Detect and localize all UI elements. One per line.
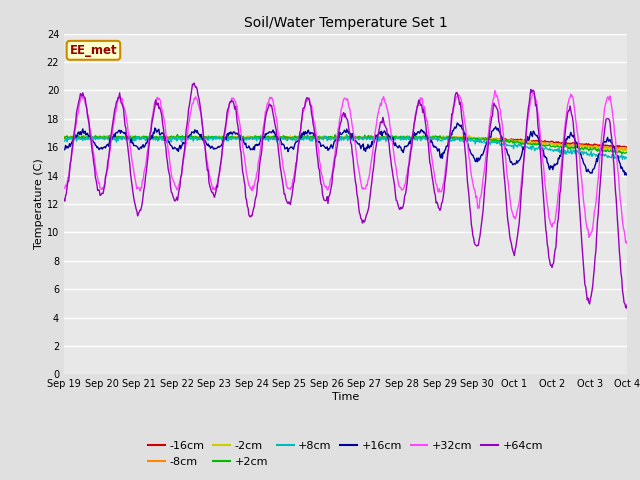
+32cm [414, 99, 422, 105]
+8cm [619, 156, 627, 162]
-8cm [70, 136, 78, 142]
-8cm [216, 135, 224, 141]
-8cm [415, 135, 422, 141]
+16cm [70, 135, 78, 141]
-2cm [431, 136, 439, 142]
-8cm [431, 136, 439, 142]
-8cm [60, 135, 68, 141]
-16cm [60, 135, 68, 141]
+64cm [70, 129, 78, 135]
+64cm [623, 305, 630, 311]
+2cm [60, 135, 68, 141]
+64cm [190, 80, 198, 86]
+8cm [129, 138, 137, 144]
+16cm [186, 132, 193, 138]
+32cm [623, 241, 631, 247]
+64cm [623, 302, 631, 308]
-16cm [224, 133, 232, 139]
+32cm [431, 172, 438, 178]
+16cm [431, 143, 438, 149]
-16cm [128, 135, 136, 141]
+16cm [414, 129, 422, 134]
+8cm [60, 138, 68, 144]
-2cm [70, 132, 78, 138]
Line: +32cm: +32cm [64, 91, 627, 244]
Line: -16cm: -16cm [64, 136, 627, 147]
+16cm [623, 172, 631, 178]
Y-axis label: Temperature (C): Temperature (C) [34, 158, 44, 250]
+32cm [215, 171, 223, 177]
+8cm [70, 135, 78, 141]
+64cm [415, 97, 422, 103]
+32cm [128, 159, 136, 165]
Legend: -16cm, -8cm, -2cm, +2cm, +8cm, +16cm, +32cm, +64cm: -16cm, -8cm, -2cm, +2cm, +8cm, +16cm, +3… [144, 437, 547, 471]
+32cm [70, 134, 78, 140]
+8cm [431, 136, 439, 142]
+16cm [128, 140, 136, 146]
+64cm [431, 192, 439, 198]
-2cm [623, 147, 631, 153]
+8cm [72, 132, 79, 137]
-16cm [186, 135, 193, 141]
-16cm [615, 144, 623, 150]
+32cm [186, 119, 193, 124]
-16cm [70, 136, 78, 142]
+64cm [186, 103, 193, 108]
Line: -2cm: -2cm [64, 135, 627, 151]
+16cm [60, 147, 68, 153]
X-axis label: Time: Time [332, 392, 359, 402]
Line: +16cm: +16cm [64, 123, 627, 175]
+2cm [70, 134, 78, 140]
+32cm [60, 186, 68, 192]
-8cm [129, 134, 137, 140]
Line: +8cm: +8cm [64, 134, 627, 159]
-16cm [623, 144, 631, 150]
+2cm [623, 150, 631, 156]
+2cm [431, 133, 439, 139]
+2cm [173, 132, 181, 137]
+2cm [186, 134, 194, 140]
-16cm [215, 135, 223, 141]
-2cm [197, 132, 205, 138]
+64cm [60, 196, 68, 202]
-16cm [431, 134, 439, 140]
+16cm [215, 144, 223, 150]
Line: -8cm: -8cm [64, 136, 627, 150]
Text: EE_met: EE_met [70, 44, 117, 57]
-2cm [60, 134, 68, 140]
+16cm [453, 120, 461, 126]
Title: Soil/Water Temperature Set 1: Soil/Water Temperature Set 1 [244, 16, 447, 30]
+2cm [415, 134, 422, 140]
-2cm [216, 135, 224, 141]
-8cm [88, 133, 95, 139]
-16cm [415, 135, 422, 141]
+8cm [216, 136, 224, 142]
-8cm [623, 146, 631, 152]
Line: +64cm: +64cm [64, 83, 627, 308]
+64cm [216, 166, 224, 171]
Line: +2cm: +2cm [64, 134, 627, 154]
+8cm [186, 136, 194, 142]
+8cm [623, 156, 631, 161]
-2cm [620, 148, 627, 154]
+64cm [128, 183, 136, 189]
+2cm [128, 135, 136, 141]
-8cm [612, 147, 620, 153]
+8cm [415, 135, 422, 141]
-2cm [128, 133, 136, 139]
-8cm [186, 135, 194, 141]
+32cm [491, 88, 499, 94]
-2cm [415, 134, 422, 140]
+2cm [216, 134, 224, 140]
-2cm [186, 134, 193, 140]
+2cm [618, 151, 625, 157]
